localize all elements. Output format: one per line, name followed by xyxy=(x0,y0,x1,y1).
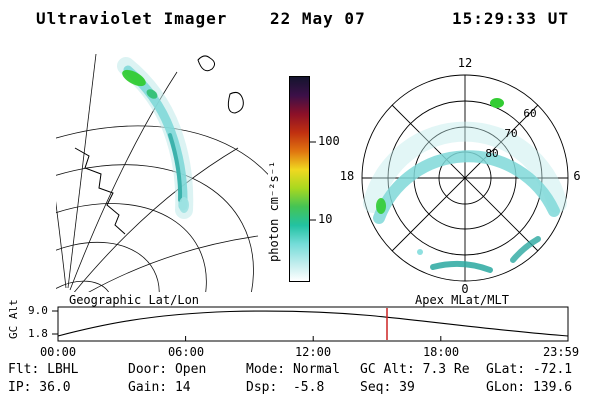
status-ip: IP: 36.0 xyxy=(8,380,71,395)
strip-ytick-top: 9.0 xyxy=(28,304,48,317)
status-glat: GLat: -72.1 xyxy=(486,362,573,377)
status-gain: Gain: 14 xyxy=(128,380,191,395)
geo-map-panel xyxy=(56,53,268,292)
colorbar-gradient xyxy=(289,76,310,282)
map-graticule xyxy=(56,53,268,292)
mlt-label-18: 18 xyxy=(339,169,355,183)
polar-caption: Apex MLat/MLT xyxy=(415,293,509,307)
status-glon: GLon: 139.6 xyxy=(486,380,573,395)
strip-ytick-bottom: 1.8 xyxy=(28,327,48,340)
polar-panel xyxy=(361,74,569,282)
colorbar-unit-label: photon cm⁻²s⁻¹ xyxy=(267,160,281,262)
strip-chart xyxy=(52,306,569,342)
mlt-label-12: 12 xyxy=(457,56,473,70)
status-dsp: Dsp: -5.8 xyxy=(246,380,325,395)
status-seq: Seq: 39 xyxy=(360,380,415,395)
lat-label-70: 70 xyxy=(504,127,518,140)
altitude-curve xyxy=(57,310,569,337)
lat-label-60: 60 xyxy=(523,107,537,120)
map-aurora xyxy=(117,57,194,219)
strip-xtick-2359: 23:59 xyxy=(542,345,580,359)
mlt-label-6: 6 xyxy=(573,169,581,183)
status-door: Door: Open xyxy=(128,362,207,377)
map-coastlines xyxy=(74,55,244,235)
title-time: 15:29:33 UT xyxy=(452,9,569,28)
strip-xtick-0000: 00:00 xyxy=(39,345,77,359)
status-gcalt: GC Alt: 7.3 Re xyxy=(360,362,470,377)
colorbar-tick-100: 100 xyxy=(318,134,340,148)
title-date: 22 May 07 xyxy=(270,9,366,28)
status-flt: Flt: LBHL xyxy=(8,362,79,377)
strip-xtick-1200: 12:00 xyxy=(294,345,332,359)
polar-aurora xyxy=(363,98,567,273)
mlt-label-0: 0 xyxy=(461,282,469,296)
strip-xtick-0600: 06:00 xyxy=(167,345,205,359)
strip-xtick-1800: 18:00 xyxy=(422,345,460,359)
app-title: Ultraviolet Imager xyxy=(36,9,228,28)
lat-label-80: 80 xyxy=(485,147,499,160)
strip-ylabel: GC Alt xyxy=(7,299,20,339)
status-mode: Mode: Normal xyxy=(246,362,340,377)
colorbar-tick-10: 10 xyxy=(318,212,333,226)
colorbar-ticks xyxy=(310,141,316,221)
geo-map-caption: Geographic Lat/Lon xyxy=(68,293,200,307)
